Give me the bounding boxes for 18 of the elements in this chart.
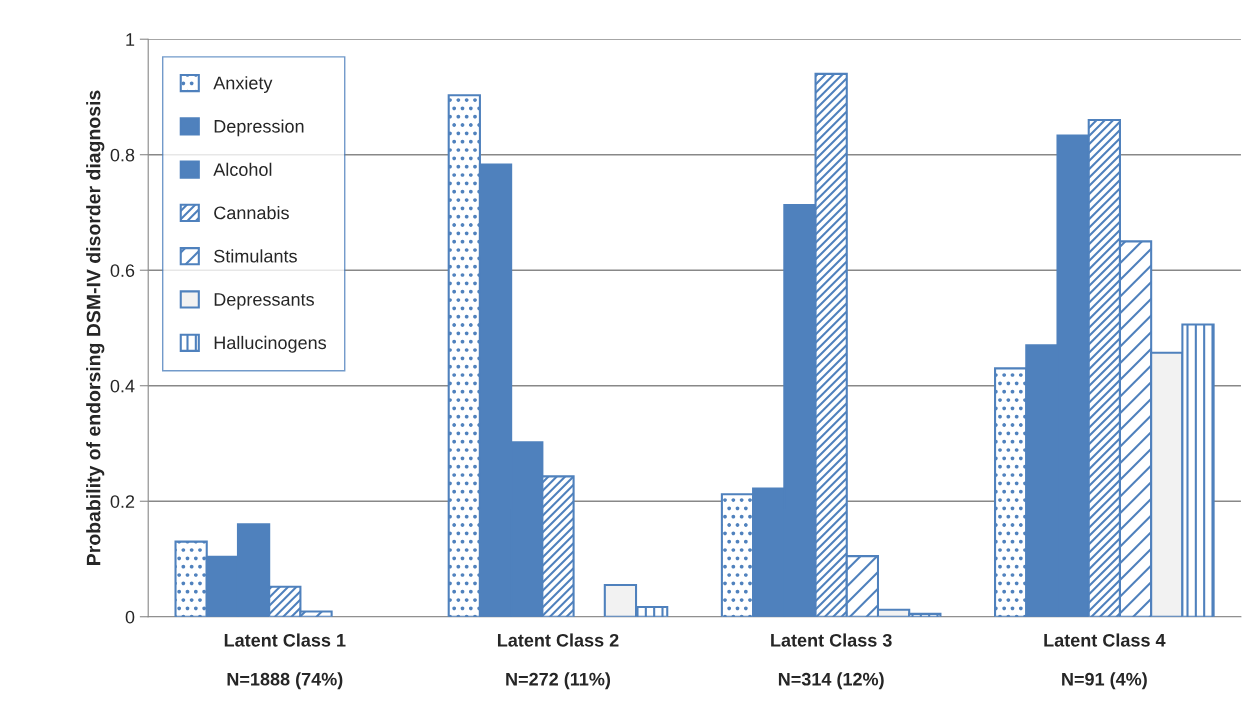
y-axis-title: Probability of endorsing DSM-IV disorder diagnosis: [86, 90, 105, 565]
category-label: Latent Class 4 N=91 (4%): [1044, 633, 1166, 690]
category-label: Latent Class 3 N=314 (12%): [771, 633, 892, 690]
y-tick-label: 0.8: [110, 148, 135, 162]
category-label: Latent Class 2 N=272 (11%): [497, 633, 619, 690]
legend-label: Cannabis: [214, 206, 289, 220]
legend-label: Anxiety: [213, 76, 273, 93]
y-tick-label: 1: [126, 33, 135, 46]
legend-label: Hallucinogens: [214, 335, 327, 353]
y-tick-label: 0.2: [110, 495, 135, 508]
legend-label: Alcohol: [213, 162, 272, 176]
legend-label: Stimulants: [214, 249, 297, 263]
category-label: Latent Class 1 N=1888 (74%): [224, 633, 346, 690]
y-tick-label: 0.6: [110, 264, 135, 277]
y-tick-label: 0: [125, 610, 135, 624]
y-tick-label: 0.4: [110, 379, 135, 393]
legend-label: Depression: [214, 119, 304, 137]
legend-label: Depressants: [214, 293, 314, 310]
